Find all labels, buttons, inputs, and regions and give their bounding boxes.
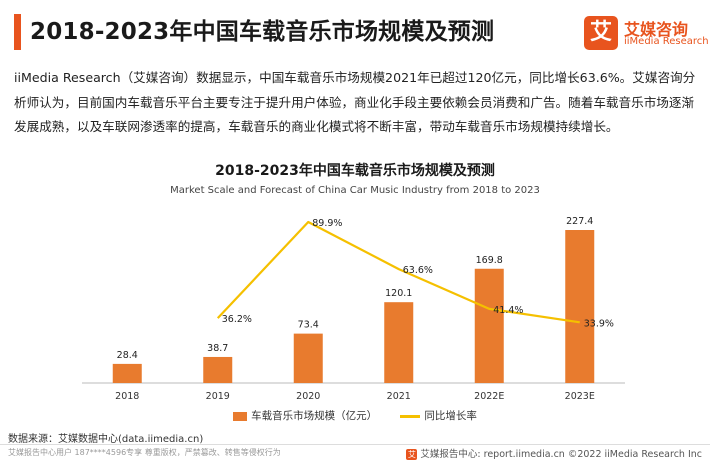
footer-divider <box>0 444 710 445</box>
logo-text-cn: 艾媒咨询 <box>624 20 689 39</box>
logo-icon: 艾 <box>584 16 618 50</box>
footer-report-text: 艾媒报告中心: report.iimedia.cn ©2022 iiMedia … <box>420 449 702 460</box>
rate-label-2019: 36.2% <box>222 314 252 325</box>
x-tick-label-2023E: 2023E <box>565 391 595 402</box>
chart-subtitle: Market Scale and Forecast of China Car M… <box>170 185 540 196</box>
rate-label-2020: 89.9% <box>312 218 342 229</box>
x-tick-label-2021: 2021 <box>387 391 411 402</box>
legend-bar-swatch <box>233 411 248 421</box>
x-tick-label-2020: 2020 <box>296 391 320 402</box>
chart-title: 2018-2023年中国车载音乐市场规模及预测 <box>215 163 495 179</box>
bar-2020 <box>293 333 323 383</box>
legend-item-line: 同比增长率 <box>400 408 477 423</box>
bar-value-label-2020: 73.4 <box>298 320 319 331</box>
legend-item-bar: 车载音乐市场规模（亿元） <box>233 408 377 423</box>
bar-2019 <box>203 356 233 383</box>
logo-text-en: iiMedia Research <box>624 36 709 47</box>
x-tick-label-2019: 2019 <box>206 391 230 402</box>
legend-line-swatch <box>400 414 421 418</box>
page-title: 2018-2023年中国车载音乐市场规模及预测 <box>30 19 495 45</box>
bar-2023E <box>565 230 595 383</box>
growth-rate-line <box>216 220 580 324</box>
bar-2021 <box>384 302 414 383</box>
title-accent-bar <box>14 14 21 50</box>
x-tick-label-2022E: 2022E <box>474 391 504 402</box>
x-tick-label-2018: 2018 <box>115 391 139 402</box>
chart-legend: 车载音乐市场规模（亿元） 同比增长率 <box>0 408 710 423</box>
bar-value-label-2023E: 227.4 <box>566 216 593 227</box>
footer-copyright-notice: 艾媒报告中心用户 187****4596专享 尊重版权，严禁篡改、转售等侵权行为 <box>8 448 281 457</box>
bar-value-label-2021: 120.1 <box>385 288 412 299</box>
rate-label-2022E: 41.4% <box>493 305 523 316</box>
rate-label-2021: 63.6% <box>403 265 433 276</box>
summary-paragraph: iiMedia Research（艾媒咨询）数据显示，中国车载音乐市场规模202… <box>14 70 696 134</box>
bar-2022E <box>474 268 504 383</box>
legend-line-label: 同比增长率 <box>424 410 477 422</box>
brand-logo: 艾 艾媒咨询 iiMedia Research <box>584 16 709 52</box>
data-source: 数据来源：艾媒数据中心(data.iimedia.cn) <box>8 434 204 445</box>
footer-report-link: 艾艾媒报告中心: report.iimedia.cn ©2022 iiMedia… <box>406 446 702 460</box>
bar-value-label-2018: 28.4 <box>117 350 138 361</box>
bar-2018 <box>112 363 142 383</box>
bar-value-label-2019: 38.7 <box>207 343 228 354</box>
bar-value-label-2022E: 169.8 <box>476 255 503 266</box>
footer-logo-icon: 艾 <box>406 449 418 460</box>
legend-bar-label: 车载音乐市场规模（亿元） <box>251 410 378 422</box>
rate-label-2023E: 33.9% <box>584 318 614 329</box>
